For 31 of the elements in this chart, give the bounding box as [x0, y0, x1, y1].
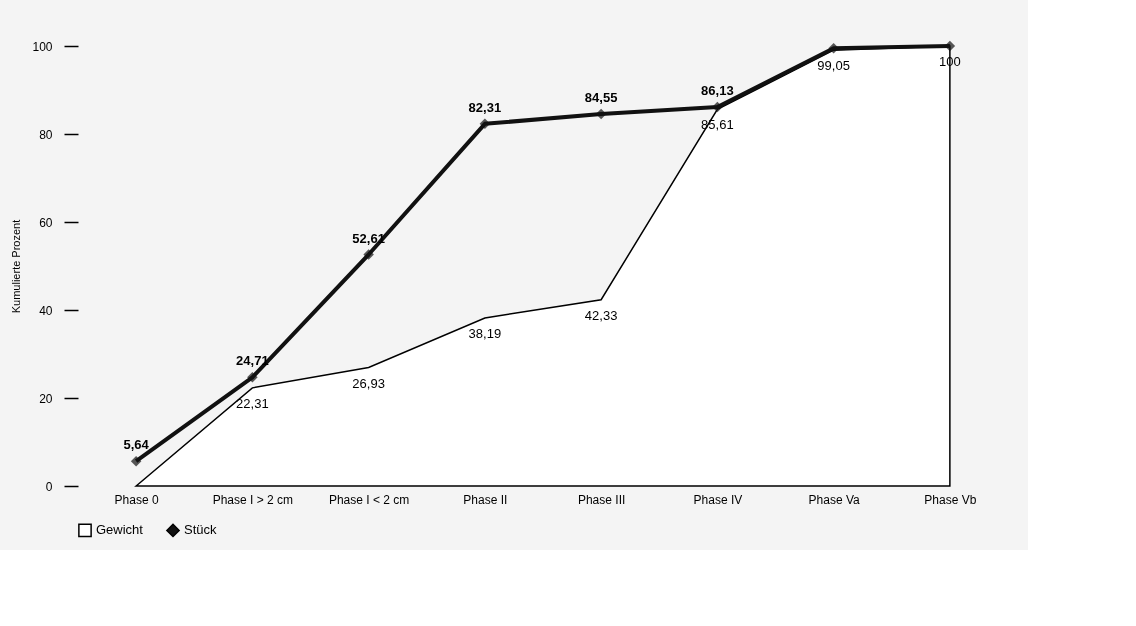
- point: [363, 249, 374, 260]
- y-tick-label: 40: [39, 303, 53, 318]
- y-axis-title: Kumulierte Prozent: [10, 219, 23, 314]
- data-label: 84,55: [584, 89, 618, 105]
- point: [130, 455, 142, 467]
- x-tick-label: Phase I > 2 cm: [212, 492, 294, 507]
- data-label: 38,19: [468, 325, 502, 341]
- x-tick-label: Phase II: [463, 492, 508, 507]
- data-label: 42,33: [584, 307, 618, 323]
- data-label: 99,05: [817, 58, 850, 74]
- data-label: 82,31: [468, 99, 502, 115]
- point: [828, 42, 839, 54]
- legend-label: Gewicht: [96, 522, 144, 538]
- x-tick-label: Phase Va: [808, 492, 861, 507]
- data-label: 26,93: [352, 375, 385, 391]
- x-tick-label: Phase IV: [693, 492, 743, 507]
- data-label: 86,13: [701, 83, 734, 99]
- y-tick-label: 0: [45, 479, 53, 494]
- x-tick-label: Phase 0: [114, 492, 159, 507]
- legend-label: Stück: [184, 522, 218, 538]
- y-tick-label: 20: [39, 391, 53, 406]
- y-tick-label: 60: [39, 215, 53, 230]
- point: [247, 372, 258, 383]
- y-tick-label: 100: [32, 39, 53, 54]
- x-tick-label: Phase I < 2 cm: [328, 492, 410, 507]
- data-label: 5,64: [123, 437, 150, 453]
- point: [712, 101, 723, 113]
- y-tick-label: 80: [39, 127, 53, 142]
- x-tick-label: Phase III: [577, 492, 626, 507]
- data-label: 22,31: [236, 395, 269, 411]
- x-tick-label: Phase Vb: [924, 492, 977, 507]
